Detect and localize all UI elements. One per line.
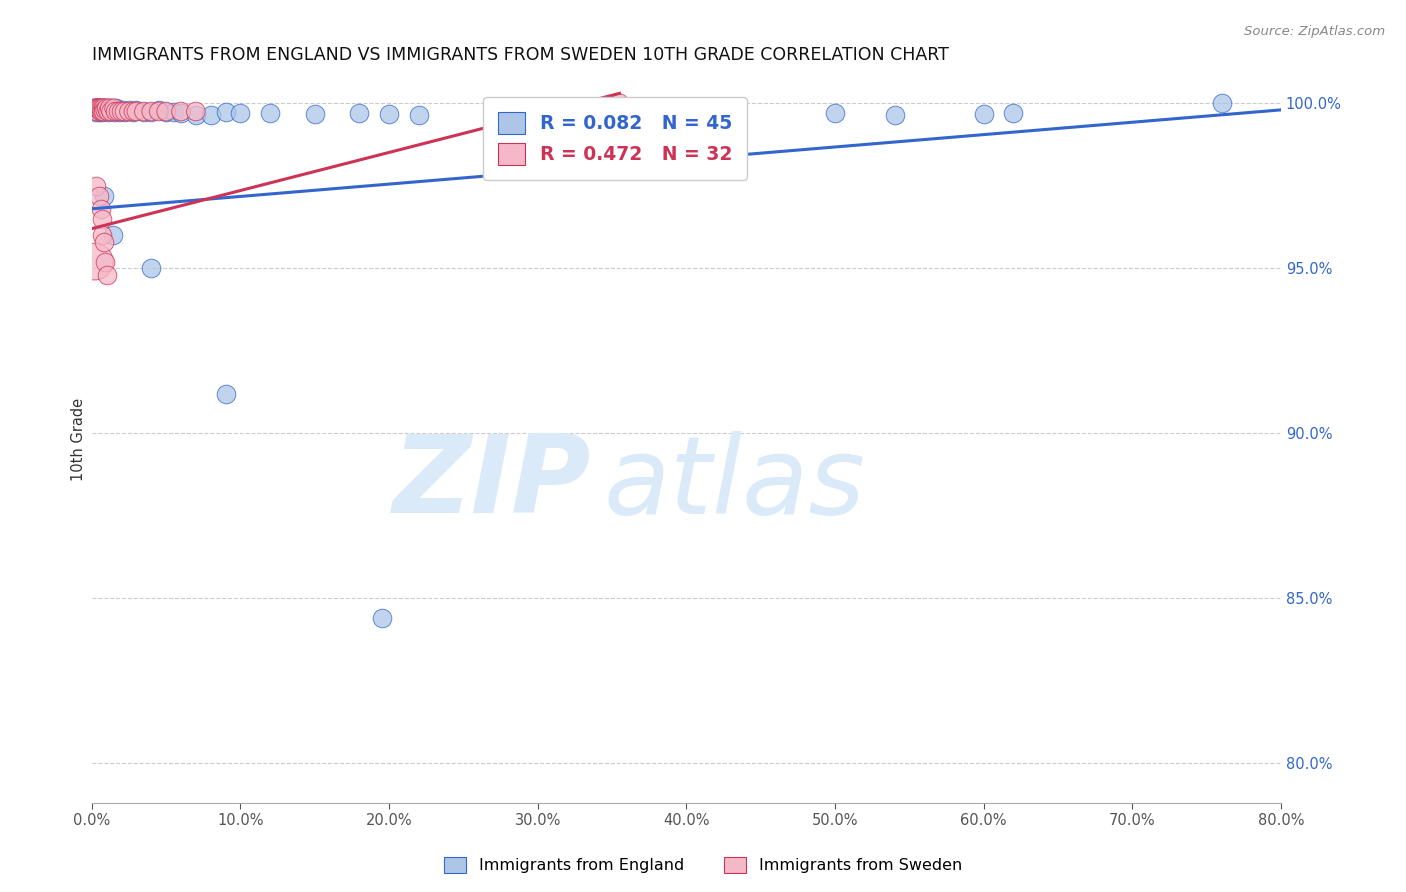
Point bbox=[93, 188, 115, 202]
Point bbox=[1002, 106, 1025, 120]
Point bbox=[107, 104, 129, 119]
Point bbox=[125, 103, 148, 117]
Y-axis label: 10th Grade: 10th Grade bbox=[72, 398, 86, 482]
Point bbox=[141, 104, 163, 119]
Point bbox=[824, 106, 846, 120]
Point bbox=[110, 104, 132, 119]
Legend: Immigrants from England, Immigrants from Sweden: Immigrants from England, Immigrants from… bbox=[437, 850, 969, 880]
Point bbox=[83, 101, 105, 115]
Point bbox=[90, 104, 112, 119]
Legend: R = 0.082   N = 45, R = 0.472   N = 32: R = 0.082 N = 45, R = 0.472 N = 32 bbox=[484, 97, 747, 180]
Point bbox=[132, 104, 155, 119]
Point bbox=[84, 101, 107, 115]
Point bbox=[259, 106, 281, 120]
Point bbox=[645, 106, 668, 120]
Point bbox=[141, 104, 163, 119]
Point bbox=[378, 107, 401, 121]
Point bbox=[89, 188, 111, 202]
Point bbox=[91, 104, 114, 119]
Point bbox=[89, 104, 111, 119]
Point bbox=[91, 228, 114, 243]
Point bbox=[349, 105, 371, 120]
Point bbox=[408, 108, 430, 122]
Point bbox=[84, 101, 107, 115]
Point bbox=[122, 104, 145, 119]
Point bbox=[87, 101, 110, 115]
Point bbox=[87, 101, 110, 115]
Point bbox=[90, 101, 112, 115]
Point bbox=[170, 106, 193, 120]
Point bbox=[155, 104, 177, 119]
Point bbox=[83, 254, 105, 268]
Point bbox=[90, 101, 112, 115]
Point bbox=[114, 104, 136, 119]
Text: Source: ZipAtlas.com: Source: ZipAtlas.com bbox=[1244, 25, 1385, 38]
Point bbox=[93, 101, 115, 115]
Point bbox=[370, 611, 392, 625]
Point bbox=[214, 386, 236, 401]
Point bbox=[83, 101, 105, 115]
Point bbox=[304, 107, 326, 121]
Point bbox=[155, 104, 177, 119]
Point bbox=[84, 178, 107, 193]
Point bbox=[100, 104, 122, 119]
Point bbox=[125, 104, 148, 119]
Point bbox=[170, 104, 193, 119]
Point bbox=[132, 104, 155, 119]
Point bbox=[229, 106, 252, 120]
Point bbox=[104, 101, 127, 115]
Point bbox=[84, 104, 107, 119]
Point bbox=[94, 103, 117, 117]
Point bbox=[720, 107, 742, 121]
Text: ZIP: ZIP bbox=[392, 430, 592, 536]
Point bbox=[101, 228, 124, 243]
Point bbox=[148, 103, 170, 117]
Point bbox=[96, 101, 118, 115]
Point bbox=[122, 104, 145, 119]
Point bbox=[91, 101, 114, 115]
Point bbox=[89, 103, 111, 117]
Point bbox=[200, 108, 222, 122]
Point bbox=[162, 104, 184, 119]
Point bbox=[107, 104, 129, 119]
Point bbox=[96, 268, 118, 282]
Point bbox=[184, 104, 207, 119]
Point bbox=[704, 108, 727, 122]
Point bbox=[98, 103, 121, 117]
Text: atlas: atlas bbox=[603, 431, 865, 536]
Point bbox=[93, 103, 115, 117]
Point bbox=[118, 103, 141, 117]
Point bbox=[84, 104, 107, 119]
Point bbox=[91, 211, 114, 226]
Point bbox=[91, 104, 114, 119]
Point bbox=[118, 104, 141, 119]
Point bbox=[94, 101, 117, 115]
Text: IMMIGRANTS FROM ENGLAND VS IMMIGRANTS FROM SWEDEN 10TH GRADE CORRELATION CHART: IMMIGRANTS FROM ENGLAND VS IMMIGRANTS FR… bbox=[91, 46, 949, 64]
Point bbox=[94, 254, 117, 268]
Point bbox=[973, 107, 995, 121]
Point bbox=[93, 235, 115, 249]
Point bbox=[184, 108, 207, 122]
Point bbox=[609, 96, 631, 111]
Point bbox=[114, 104, 136, 119]
Point bbox=[148, 104, 170, 119]
Point bbox=[100, 101, 122, 115]
Point bbox=[90, 202, 112, 216]
Point bbox=[89, 101, 111, 115]
Point bbox=[103, 104, 125, 119]
Point bbox=[104, 104, 127, 119]
Point bbox=[103, 101, 125, 115]
Point bbox=[93, 104, 115, 119]
Point bbox=[1211, 96, 1233, 111]
Point bbox=[98, 101, 121, 115]
Point bbox=[141, 261, 163, 276]
Point bbox=[110, 103, 132, 117]
Point bbox=[97, 104, 120, 119]
Point bbox=[883, 108, 905, 122]
Point bbox=[214, 104, 236, 119]
Point bbox=[97, 104, 120, 119]
Point bbox=[96, 101, 118, 115]
